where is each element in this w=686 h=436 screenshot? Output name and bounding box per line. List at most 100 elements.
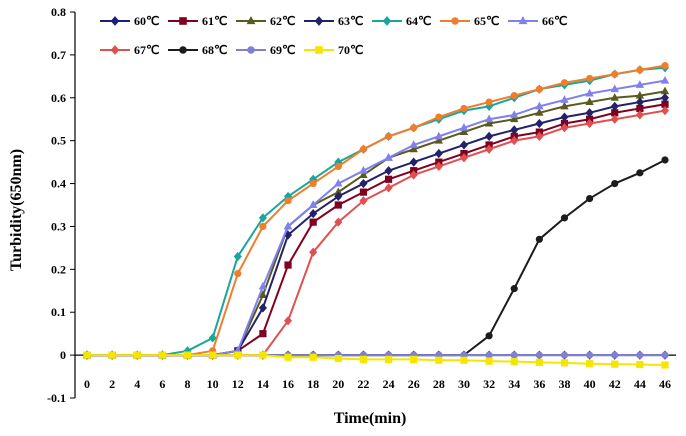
data-point	[284, 197, 292, 205]
legend-item: 70℃	[304, 43, 363, 57]
data-point	[510, 357, 518, 366]
x-tick-label: 6	[159, 377, 165, 391]
data-point	[636, 169, 644, 177]
data-point	[359, 188, 368, 196]
data-point	[334, 201, 342, 209]
data-point	[359, 196, 368, 206]
axis-layer	[74, 12, 676, 398]
data-point	[309, 208, 318, 219]
x-tick-layer: 0 2 4 6 8 10 12 14 16 18 20 22 24 26 28 30 32 34 36 38 40 42 4…	[84, 355, 671, 391]
data-point	[636, 66, 644, 74]
data-point	[586, 360, 594, 368]
data-point	[314, 16, 324, 26]
x-tick-label: 44	[634, 377, 646, 391]
series-line	[87, 159, 666, 357]
x-tick-label: 36	[533, 377, 545, 391]
data-point	[660, 86, 670, 95]
data-point	[315, 46, 323, 54]
data-point	[535, 351, 543, 359]
data-point	[409, 157, 418, 167]
data-point	[110, 16, 120, 26]
data-point	[510, 92, 518, 100]
x-tick-label: 10	[207, 377, 219, 391]
data-point	[334, 178, 343, 187]
data-point	[560, 214, 569, 222]
data-point	[585, 118, 594, 129]
data-point	[585, 88, 594, 97]
data-point	[485, 351, 493, 359]
data-point	[636, 351, 644, 359]
data-point	[309, 218, 317, 226]
data-point	[535, 101, 544, 110]
data-point	[246, 16, 256, 25]
data-point	[560, 95, 569, 103]
data-point	[334, 191, 343, 202]
data-point	[108, 351, 116, 359]
data-point	[384, 153, 393, 161]
data-point	[560, 123, 569, 133]
legend-label: 64℃	[406, 14, 431, 28]
data-point	[283, 316, 293, 326]
data-point	[460, 104, 468, 113]
data-point	[258, 303, 267, 313]
data-point	[459, 127, 469, 136]
data-point	[284, 353, 292, 361]
data-point	[158, 351, 166, 359]
series-68℃	[83, 156, 669, 359]
legend-label: 70℃	[338, 43, 363, 57]
data-point	[610, 114, 619, 124]
x-tick-label: 2	[109, 377, 115, 391]
data-point	[308, 200, 318, 208]
data-point	[560, 79, 569, 87]
data-point	[484, 118, 494, 127]
data-point	[382, 16, 392, 26]
data-point	[510, 125, 519, 135]
data-point	[410, 124, 418, 132]
data-point	[560, 101, 569, 110]
x-tick-label: 26	[408, 377, 420, 391]
data-point	[309, 179, 317, 188]
legend: 60℃ 61℃ 62℃ 63℃ 64℃ 65℃ 66℃ 67℃ 68℃ 69℃ 70℃	[100, 14, 567, 57]
legend-item: 65℃	[440, 14, 499, 28]
data-point	[560, 351, 569, 359]
x-axis-title: Time(min)	[334, 410, 407, 427]
data-point	[518, 16, 528, 25]
data-point	[535, 131, 544, 141]
data-point	[334, 217, 343, 227]
series-62℃	[82, 86, 670, 359]
data-point	[661, 62, 669, 70]
data-point	[359, 178, 368, 189]
data-point	[535, 118, 544, 129]
data-point	[410, 355, 418, 364]
data-point	[661, 361, 669, 369]
data-point	[585, 97, 594, 106]
data-point	[460, 356, 468, 364]
data-point	[434, 135, 444, 144]
data-point	[435, 356, 443, 364]
data-point	[459, 140, 469, 150]
legend-label: 62℃	[270, 14, 295, 28]
y-tick-label: 0.5	[51, 134, 66, 148]
data-point	[83, 351, 91, 359]
series-line	[87, 90, 666, 357]
data-point	[585, 108, 594, 118]
data-point	[247, 46, 255, 54]
data-point	[661, 351, 669, 359]
data-point	[560, 112, 569, 122]
y-tick-label: 0.3	[51, 219, 66, 233]
data-point	[259, 330, 267, 338]
legend-item: 61℃	[168, 14, 227, 28]
x-tick-label: 14	[257, 377, 269, 391]
data-point	[359, 355, 368, 364]
data-point	[660, 75, 670, 84]
data-point	[434, 148, 443, 159]
x-tick-label: 22	[357, 377, 369, 391]
series-70℃	[83, 351, 669, 369]
legend-item: 66℃	[508, 14, 567, 28]
legend-label: 63℃	[338, 14, 363, 28]
legend-item: 64℃	[372, 14, 431, 28]
data-point	[208, 333, 217, 343]
data-point	[510, 351, 518, 359]
data-point	[258, 281, 268, 290]
data-point	[586, 351, 594, 359]
